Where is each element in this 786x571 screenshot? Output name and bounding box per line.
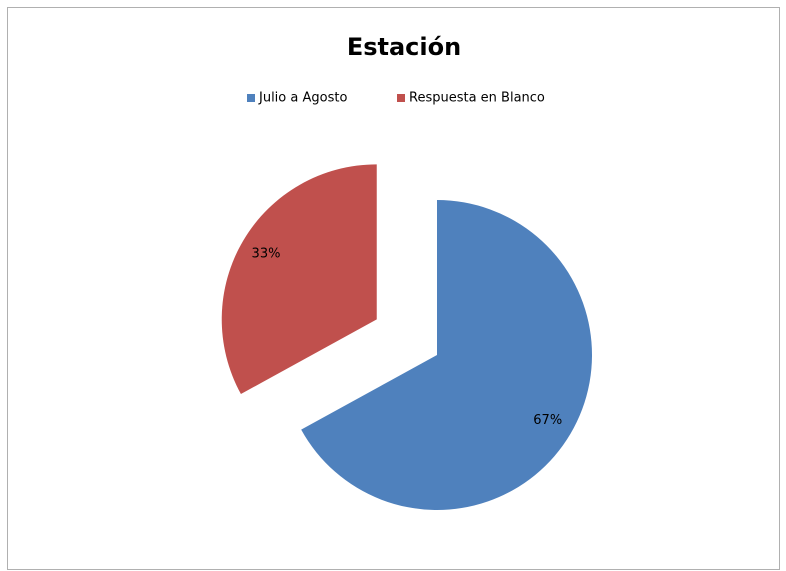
legend-label: Julio a Agosto	[258, 91, 347, 106]
pie-slice	[301, 200, 592, 510]
data-label: 33%	[252, 246, 281, 261]
legend-swatch	[247, 94, 255, 102]
pie-slice	[221, 164, 377, 395]
data-label: 67%	[533, 413, 562, 428]
legend-label: Respuesta en Blanco	[409, 91, 545, 106]
chart-title: Estación	[347, 33, 461, 61]
legend-swatch	[397, 94, 405, 102]
